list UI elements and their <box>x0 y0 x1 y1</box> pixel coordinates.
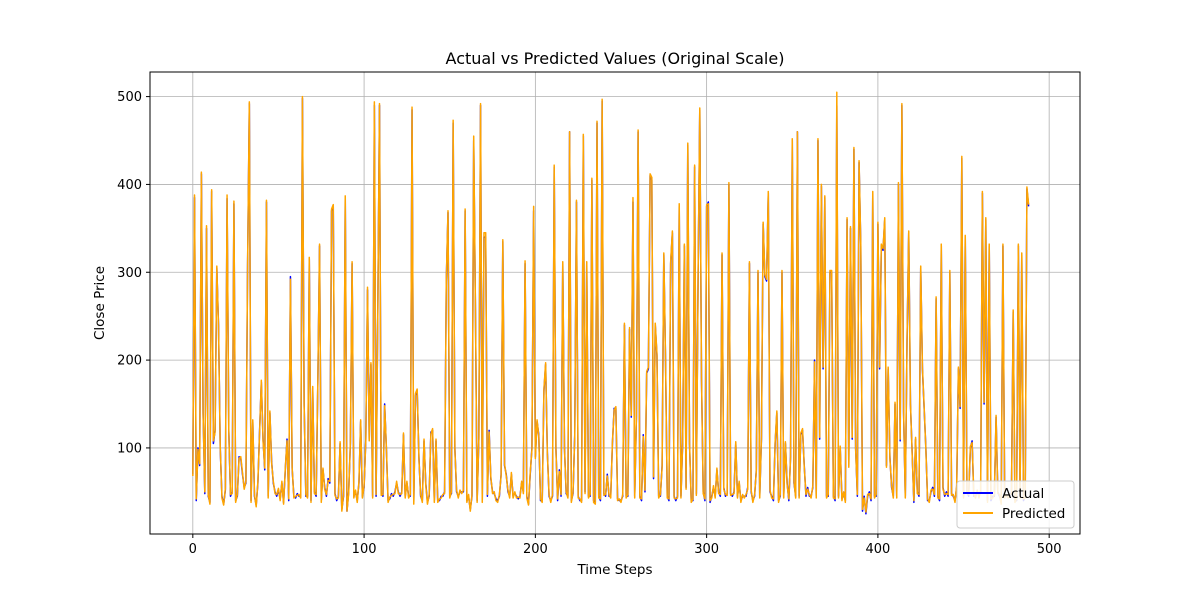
legend-label-predicted: Predicted <box>1002 506 1065 522</box>
y-tick-label: 500 <box>117 90 142 105</box>
x-tick-label: 400 <box>865 542 890 557</box>
y-tick-label: 200 <box>117 354 142 369</box>
x-axis-title: Time Steps <box>576 562 652 578</box>
x-tick-label: 200 <box>523 542 548 557</box>
x-tick-label: 300 <box>694 542 719 557</box>
y-axis-ticks: 100 200 300 400 500 <box>117 90 150 456</box>
y-tick-label: 400 <box>117 178 142 193</box>
legend: Actual Predicted <box>956 480 1075 529</box>
series-lines <box>192 91 1030 515</box>
y-axis-title: Close Price <box>92 266 108 340</box>
grid-lines <box>150 72 1080 534</box>
legend-label-actual: Actual <box>1002 486 1044 502</box>
plot-frame <box>149 71 1081 535</box>
x-tick-label: 500 <box>1037 542 1062 557</box>
y-tick-label: 300 <box>117 266 142 281</box>
chart-title: Actual vs Predicted Values (Original Sca… <box>446 49 785 68</box>
x-tick-label: 100 <box>352 542 377 557</box>
x-tick-label: 0 <box>189 542 197 557</box>
y-tick-label: 100 <box>117 441 142 456</box>
x-axis-ticks: 0 100 200 300 400 500 <box>189 534 1062 557</box>
series-line-predicted <box>192 91 1030 513</box>
